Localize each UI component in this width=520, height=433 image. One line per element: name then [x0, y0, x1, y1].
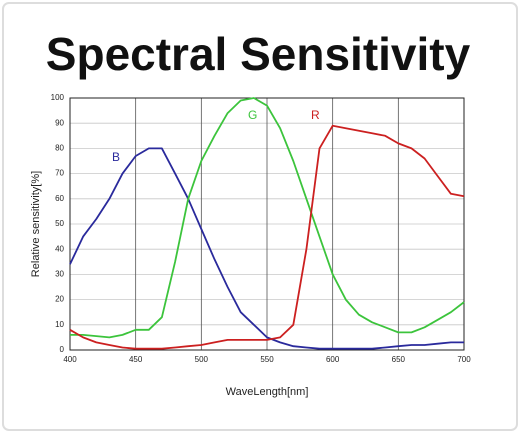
y-tick-label: 30: [55, 270, 64, 279]
series-label: B: [112, 150, 120, 164]
y-tick-label: 0: [60, 345, 65, 354]
x-tick-label: 450: [129, 355, 143, 364]
y-tick-label: 90: [55, 118, 64, 127]
x-tick-label: 700: [457, 355, 471, 364]
plot-frame: [69, 97, 465, 351]
y-tick-label: 60: [55, 194, 64, 203]
y-axis-label: Relative sensitivity[%]: [30, 171, 42, 277]
y-tick-label: 40: [55, 244, 64, 253]
y-tick-label: 100: [51, 93, 65, 102]
x-tick-label: 500: [195, 355, 209, 364]
x-tick-label: 400: [63, 355, 77, 364]
y-tick-label: 20: [55, 295, 64, 304]
x-tick-label: 600: [326, 355, 340, 364]
series-line: [69, 147, 464, 350]
y-tick-label: 70: [55, 169, 64, 178]
chart-title: Spectral Sensitivity: [46, 28, 471, 80]
y-tick-label: 50: [55, 219, 64, 228]
series-label: G: [248, 108, 257, 122]
x-tick-label: 550: [260, 355, 274, 364]
series-line: [70, 97, 465, 339]
y-tick-label: 80: [55, 144, 64, 153]
x-axis-label: WaveLength[nm]: [226, 386, 309, 398]
y-tick-label: 10: [55, 320, 64, 329]
series-line: [69, 124, 465, 350]
x-tick-label: 650: [392, 355, 406, 364]
series-label: R: [311, 108, 320, 122]
